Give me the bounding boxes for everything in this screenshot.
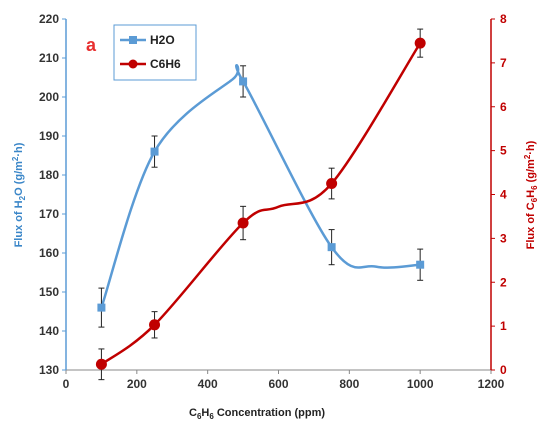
x-tick-label: 1000 [407, 377, 434, 391]
data-point-h2o [327, 243, 336, 252]
y-right-tick-label: 5 [500, 144, 507, 158]
x-tick-label: 600 [268, 377, 288, 391]
y-left-tick-label: 220 [39, 12, 59, 26]
tick-labels: 0 200 400 600 800 1000 12001301401501601701801… [39, 12, 507, 391]
y-left-tick-label: 210 [39, 51, 59, 65]
y-right-tick-label: 0 [500, 363, 507, 377]
y-left-tick-label: 200 [39, 90, 59, 104]
series-markers [95, 37, 426, 370]
x-axis-title: C6H6 Concentration (ppm) [189, 407, 325, 421]
y-right-tick-label: 1 [500, 319, 507, 333]
y-right-tick-label: 8 [500, 12, 507, 26]
data-point-h2o [97, 303, 106, 312]
y-left-tick-label: 170 [39, 207, 59, 221]
y-right-tick-label: 7 [500, 56, 507, 70]
legend-marker-h2o [129, 36, 137, 44]
plot-area [62, 18, 495, 374]
x-tick-label: 200 [127, 377, 147, 391]
data-point-c6h6 [95, 358, 107, 370]
y-axis-left-title: Flux of H2O (g/m2·h) [11, 142, 27, 247]
legend-marker-c6h6 [128, 59, 138, 69]
y-left-tick-label: 160 [39, 246, 59, 260]
data-point-c6h6 [414, 37, 426, 49]
series-line-c6h6 [100, 42, 422, 366]
series-line-h2o [100, 63, 421, 309]
y-right-tick-label: 6 [500, 100, 507, 114]
error-bars [98, 28, 424, 381]
y-left-tick-label: 140 [39, 324, 59, 338]
y-right-tick-label: 3 [500, 231, 507, 245]
legend-label-h2o: H2O [150, 33, 175, 47]
data-point-c6h6 [237, 217, 249, 229]
y-right-tick-label: 4 [500, 188, 507, 202]
x-tick-label: 800 [339, 377, 359, 391]
y-left-tick-label: 150 [39, 285, 59, 299]
data-point-h2o [239, 77, 248, 86]
y-left-tick-label: 180 [39, 168, 59, 182]
legend: H2O C6H6 [113, 24, 197, 81]
x-tick-label: 400 [198, 377, 218, 391]
y-axis-right-title: Flux of C6H6 (g/m2·h) [523, 140, 539, 249]
y-left-tick-label: 190 [39, 129, 59, 143]
data-point-c6h6 [149, 319, 161, 331]
data-point-h2o [150, 147, 159, 156]
legend-label-c6h6: C6H6 [150, 57, 181, 71]
panel-label: a [86, 35, 97, 55]
data-point-h2o [416, 260, 425, 269]
y-right-tick-label: 2 [500, 275, 507, 289]
legend-box [113, 24, 197, 81]
x-tick-label: 1200 [478, 377, 505, 391]
x-tick-label: 0 [63, 377, 70, 391]
y-left-tick-label: 130 [39, 363, 59, 377]
series-curves [100, 42, 422, 366]
data-point-c6h6 [326, 178, 338, 190]
